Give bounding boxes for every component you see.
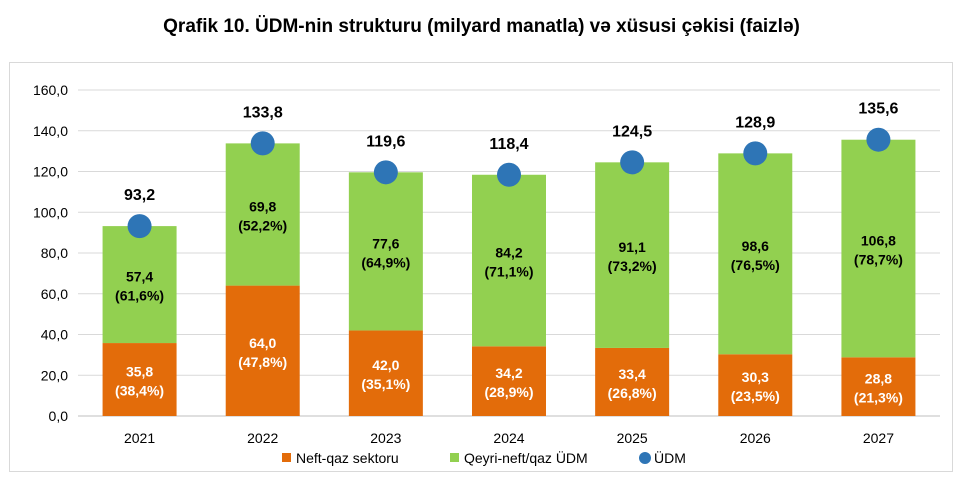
y-tick-label: 160,0 bbox=[33, 82, 68, 98]
oil-share-label: (47,8%) bbox=[238, 354, 287, 370]
oil-value-label: 64,0 bbox=[249, 335, 276, 351]
gdp-marker bbox=[866, 127, 891, 152]
gdp-value-label: 118,4 bbox=[489, 136, 528, 153]
non-oil-value-label: 77,6 bbox=[372, 235, 399, 251]
bar-non-oil bbox=[841, 139, 916, 358]
non-oil-value-label: 91,1 bbox=[619, 239, 646, 255]
bar-non-oil bbox=[718, 153, 793, 355]
bar-oil-gas bbox=[348, 330, 423, 416]
y-tick-label: 20,0 bbox=[41, 367, 68, 383]
gdp-value-label: 135,6 bbox=[858, 101, 898, 118]
non-oil-share-label: (64,9%) bbox=[361, 254, 410, 270]
bar-non-oil bbox=[348, 172, 423, 331]
x-tick-label: 2027 bbox=[863, 430, 894, 446]
oil-value-label: 28,8 bbox=[865, 371, 892, 387]
oil-share-label: (28,9%) bbox=[484, 384, 533, 400]
non-oil-value-label: 84,2 bbox=[495, 245, 522, 261]
oil-share-label: (21,3%) bbox=[854, 390, 903, 406]
legend-swatch bbox=[639, 452, 651, 464]
bar-oil-gas bbox=[595, 347, 670, 416]
bar-non-oil bbox=[102, 226, 177, 344]
gdp-value-label: 119,6 bbox=[366, 133, 405, 150]
oil-share-label: (23,5%) bbox=[731, 388, 780, 404]
y-tick-label: 0,0 bbox=[49, 408, 69, 424]
gdp-marker bbox=[250, 131, 275, 156]
legend-label: ÜDM bbox=[654, 449, 686, 466]
oil-value-label: 34,2 bbox=[495, 365, 522, 381]
non-oil-share-label: (76,5%) bbox=[731, 257, 780, 273]
x-tick-label: 2021 bbox=[124, 430, 155, 446]
bar-non-oil bbox=[595, 162, 670, 348]
y-tick-label: 80,0 bbox=[41, 245, 68, 261]
non-oil-share-label: (61,6%) bbox=[115, 288, 164, 304]
gdp-marker bbox=[373, 160, 398, 185]
gdp-marker bbox=[127, 214, 152, 239]
legend-label: Neft-qaz sektoru bbox=[296, 450, 399, 466]
non-oil-value-label: 106,8 bbox=[861, 233, 896, 249]
non-oil-value-label: 98,6 bbox=[742, 238, 769, 254]
legend-label: Qeyri-neft/qaz ÜDM bbox=[464, 449, 588, 466]
non-oil-share-label: (78,7%) bbox=[854, 252, 903, 268]
y-tick-label: 140,0 bbox=[33, 123, 68, 139]
oil-value-label: 42,0 bbox=[372, 357, 399, 373]
gdp-marker bbox=[743, 141, 768, 166]
y-tick-label: 60,0 bbox=[41, 286, 68, 302]
gdp-value-label: 128,9 bbox=[735, 114, 775, 131]
oil-share-label: (35,1%) bbox=[361, 376, 410, 392]
oil-value-label: 30,3 bbox=[742, 369, 769, 385]
oil-value-label: 33,4 bbox=[619, 366, 646, 382]
x-tick-label: 2024 bbox=[493, 430, 524, 446]
y-tick-label: 100,0 bbox=[33, 204, 68, 220]
bar-non-oil bbox=[472, 174, 546, 347]
x-tick-label: 2022 bbox=[247, 430, 278, 446]
chart-frame bbox=[9, 62, 953, 472]
non-oil-share-label: (73,2%) bbox=[608, 258, 657, 274]
gdp-value-label: 124,5 bbox=[612, 123, 652, 140]
bar-oil-gas bbox=[718, 354, 793, 416]
bar-non-oil bbox=[225, 143, 300, 286]
x-tick-label: 2023 bbox=[370, 430, 401, 446]
oil-share-label: (38,4%) bbox=[115, 383, 164, 399]
gdp-value-label: 93,2 bbox=[124, 187, 155, 204]
gdp-marker bbox=[620, 150, 645, 175]
bar-oil-gas bbox=[102, 343, 177, 416]
legend-swatch bbox=[450, 453, 459, 462]
gdp-value-label: 133,8 bbox=[243, 104, 283, 121]
non-oil-share-label: (71,1%) bbox=[484, 264, 533, 280]
bar-oil-gas bbox=[472, 346, 546, 416]
gdp-marker bbox=[497, 162, 521, 187]
x-tick-label: 2026 bbox=[740, 430, 771, 446]
x-tick-label: 2025 bbox=[617, 430, 648, 446]
non-oil-value-label: 69,8 bbox=[249, 198, 276, 214]
chart-title: Qrafik 10. ÜDM-nin strukturu (milyard ma… bbox=[163, 16, 800, 37]
legend-swatch bbox=[282, 453, 291, 462]
bar-oil-gas bbox=[841, 357, 916, 416]
non-oil-value-label: 57,4 bbox=[126, 269, 153, 285]
non-oil-share-label: (52,2%) bbox=[238, 217, 287, 233]
oil-share-label: (26,8%) bbox=[608, 385, 657, 401]
y-tick-label: 40,0 bbox=[41, 327, 68, 343]
bar-oil-gas bbox=[225, 285, 300, 416]
oil-value-label: 35,8 bbox=[126, 364, 153, 380]
y-tick-label: 120,0 bbox=[33, 164, 68, 180]
